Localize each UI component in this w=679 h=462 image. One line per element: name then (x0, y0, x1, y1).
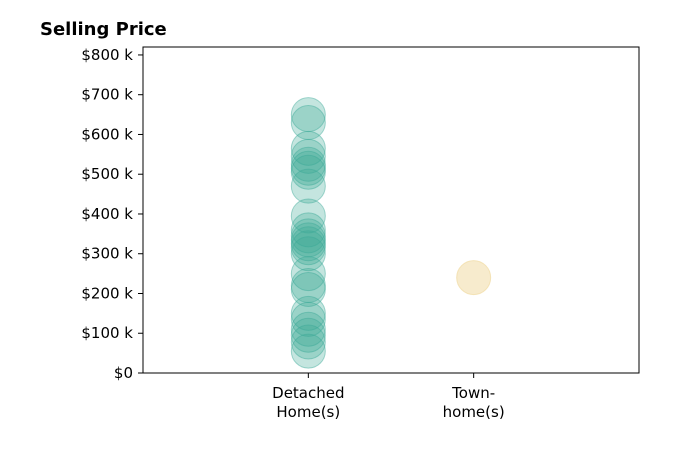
data-point (290, 236, 326, 272)
chart-title: Selling Price (40, 19, 167, 40)
x-tick-label: Town- (451, 384, 495, 402)
y-tick-label: $700 k (81, 86, 133, 104)
data-point (290, 256, 326, 292)
x-tick-label: Detached (272, 384, 344, 402)
data-point (290, 138, 326, 174)
y-tick-label: $0 (114, 364, 133, 382)
data-point (290, 222, 326, 258)
data-point (290, 154, 326, 190)
y-tick-label: $800 k (81, 46, 133, 64)
data-point (290, 272, 326, 308)
data-point (290, 324, 326, 360)
data-point (290, 212, 326, 248)
data-point (290, 317, 326, 353)
data-point (290, 198, 326, 234)
data-point (290, 230, 326, 266)
y-tick-label: $100 k (81, 324, 133, 342)
data-point (290, 146, 326, 182)
y-tick-label: $400 k (81, 205, 133, 223)
data-point (290, 301, 326, 337)
x-tick-label: Home(s) (276, 403, 340, 421)
plot-frame (142, 46, 640, 374)
data-point (290, 105, 326, 141)
data-point (290, 97, 326, 133)
data-point (290, 333, 326, 369)
data-point (290, 226, 326, 262)
data-point (456, 260, 492, 296)
y-tick-label: $600 k (81, 125, 133, 143)
data-point (290, 168, 326, 204)
data-point (290, 295, 326, 331)
y-tick-label: $500 k (81, 165, 133, 183)
data-point (290, 130, 326, 166)
plot-marks (290, 97, 492, 369)
y-tick-label: $200 k (81, 284, 133, 302)
y-tick-label: $300 k (81, 245, 133, 263)
data-point (290, 150, 326, 186)
x-tick-label: home(s) (443, 403, 505, 421)
data-point (290, 268, 326, 304)
y-axis: $0 $100 k $200 k $300 k $400 k $500 k $600 k $7… (81, 46, 143, 382)
data-point (290, 218, 326, 254)
data-point (290, 311, 326, 347)
